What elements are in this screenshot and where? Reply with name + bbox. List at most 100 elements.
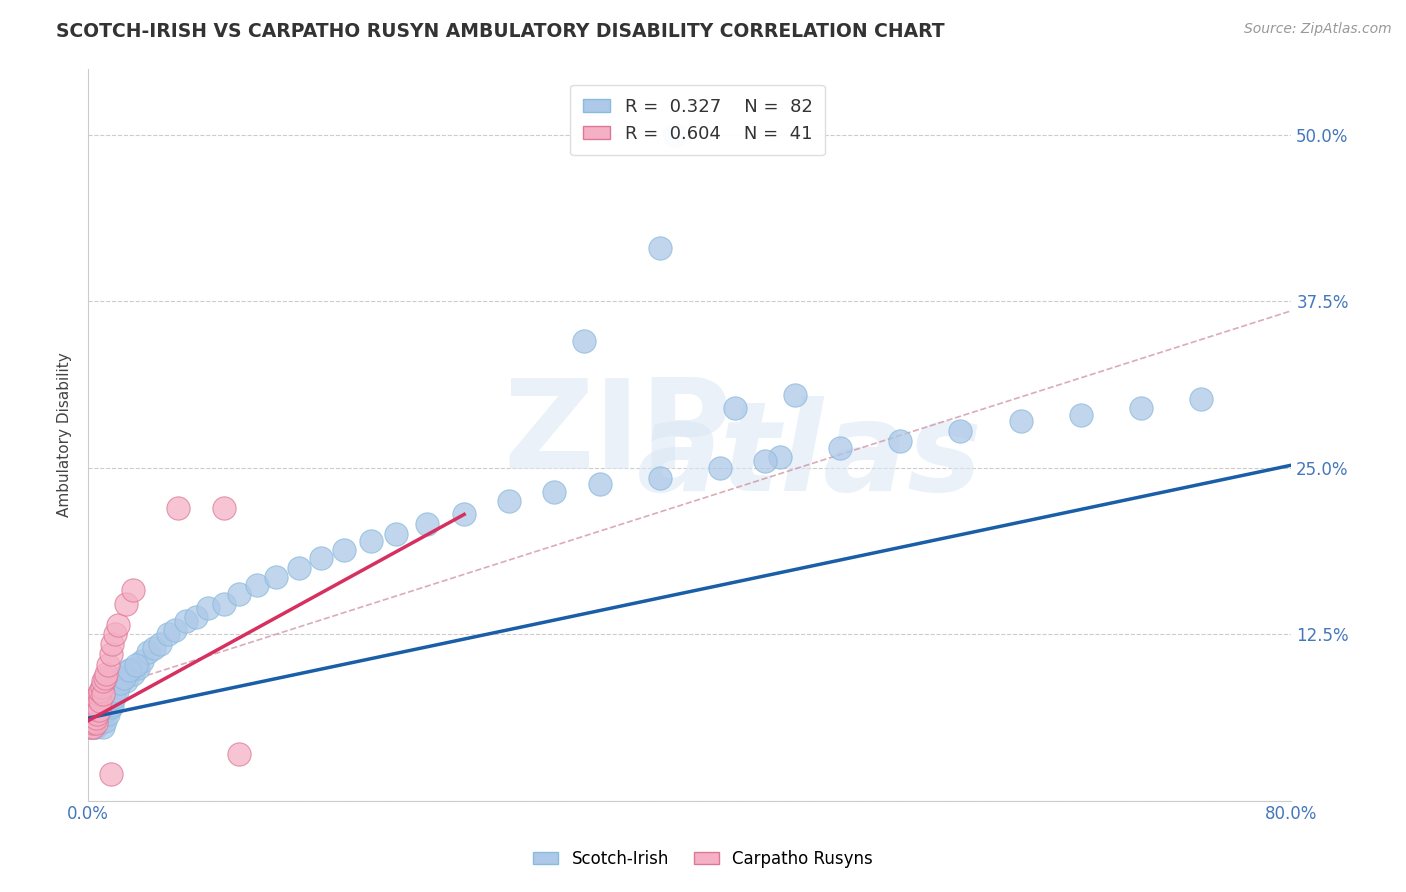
Point xyxy=(754,454,776,468)
Point xyxy=(360,534,382,549)
Point xyxy=(91,673,114,688)
Point xyxy=(90,714,112,728)
Point xyxy=(96,703,118,717)
Legend: R =  0.327    N =  82, R =  0.604    N =  41: R = 0.327 N = 82, R = 0.604 N = 41 xyxy=(571,85,825,155)
Point xyxy=(89,694,111,708)
Point xyxy=(96,690,118,704)
Point xyxy=(309,551,332,566)
Point xyxy=(543,484,565,499)
Point xyxy=(82,711,104,725)
Point xyxy=(83,700,105,714)
Point xyxy=(89,703,111,717)
Point xyxy=(1010,414,1032,428)
Point xyxy=(87,703,110,717)
Point xyxy=(136,644,159,658)
Point xyxy=(80,703,103,717)
Point xyxy=(101,636,124,650)
Point xyxy=(84,716,107,731)
Point xyxy=(104,684,127,698)
Point xyxy=(1129,401,1152,415)
Point xyxy=(112,671,135,685)
Point xyxy=(769,450,792,465)
Point xyxy=(96,667,118,681)
Point xyxy=(86,707,108,722)
Point xyxy=(82,698,104,712)
Point xyxy=(167,500,190,515)
Point xyxy=(97,707,120,722)
Point xyxy=(453,508,475,522)
Point xyxy=(333,543,356,558)
Legend: Scotch-Irish, Carpatho Rusyns: Scotch-Irish, Carpatho Rusyns xyxy=(526,844,880,875)
Point xyxy=(107,618,129,632)
Point xyxy=(86,698,108,712)
Point xyxy=(82,716,104,731)
Point xyxy=(100,647,122,661)
Point xyxy=(264,570,287,584)
Point xyxy=(1189,392,1212,406)
Point xyxy=(83,714,105,728)
Point xyxy=(86,690,108,704)
Point xyxy=(105,684,128,698)
Point xyxy=(588,476,610,491)
Point xyxy=(114,597,136,611)
Point xyxy=(89,684,111,698)
Point xyxy=(91,720,114,734)
Point xyxy=(80,716,103,731)
Point xyxy=(100,681,122,695)
Point xyxy=(82,714,104,728)
Point xyxy=(98,694,121,708)
Point xyxy=(197,600,219,615)
Point xyxy=(228,587,250,601)
Point xyxy=(86,700,108,714)
Point xyxy=(97,657,120,672)
Point xyxy=(91,698,114,712)
Point xyxy=(648,241,671,255)
Point xyxy=(89,711,111,725)
Point xyxy=(83,720,105,734)
Text: SCOTCH-IRISH VS CARPATHO RUSYN AMBULATORY DISABILITY CORRELATION CHART: SCOTCH-IRISH VS CARPATHO RUSYN AMBULATOR… xyxy=(56,22,945,41)
Point xyxy=(100,767,122,781)
Point xyxy=(87,716,110,731)
Point xyxy=(122,667,145,681)
Point xyxy=(415,516,437,531)
Point xyxy=(186,610,208,624)
Point xyxy=(108,676,131,690)
Point xyxy=(783,387,806,401)
Text: Source: ZipAtlas.com: Source: ZipAtlas.com xyxy=(1244,22,1392,37)
Y-axis label: Ambulatory Disability: Ambulatory Disability xyxy=(58,352,72,517)
Point xyxy=(648,471,671,485)
Point xyxy=(165,624,187,638)
Point xyxy=(82,720,104,734)
Point xyxy=(79,720,101,734)
Point xyxy=(87,694,110,708)
Point xyxy=(125,657,148,672)
Point xyxy=(93,671,115,685)
Point xyxy=(1070,408,1092,422)
Point xyxy=(84,711,107,725)
Point xyxy=(80,720,103,734)
Point xyxy=(93,687,115,701)
Point xyxy=(80,711,103,725)
Text: ZIP: ZIP xyxy=(503,374,733,495)
Point xyxy=(80,716,103,731)
Point xyxy=(143,640,166,655)
Point xyxy=(664,128,686,142)
Point xyxy=(114,673,136,688)
Text: atlas: atlas xyxy=(637,396,983,517)
Point xyxy=(246,578,269,592)
Point xyxy=(79,707,101,722)
Point xyxy=(724,401,747,415)
Point xyxy=(101,698,124,712)
Point xyxy=(80,707,103,722)
Point xyxy=(84,707,107,722)
Point xyxy=(93,714,115,728)
Point xyxy=(91,687,114,701)
Point xyxy=(122,583,145,598)
Point xyxy=(83,707,105,722)
Point xyxy=(287,560,309,574)
Point xyxy=(104,627,127,641)
Point xyxy=(91,707,114,722)
Point xyxy=(709,460,731,475)
Point xyxy=(120,663,142,677)
Point xyxy=(118,663,141,677)
